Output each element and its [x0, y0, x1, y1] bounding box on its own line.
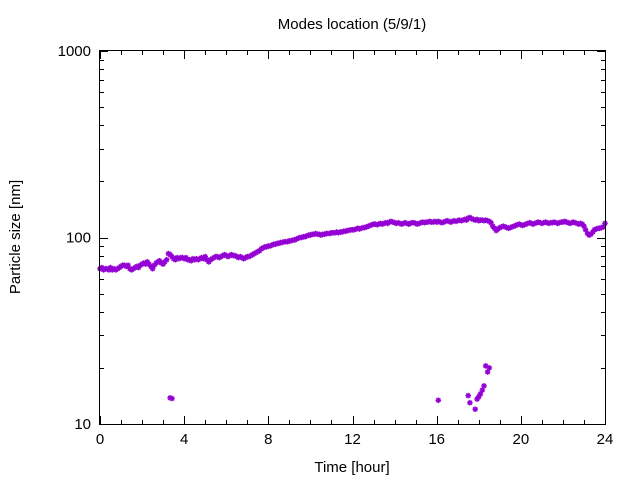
x-tick-label: 12	[344, 431, 361, 448]
y-tick-label: 100	[66, 230, 91, 247]
data-point	[434, 396, 442, 404]
x-tick-label: 0	[96, 431, 104, 448]
chart-title: Modes location (5/9/1)	[278, 16, 426, 33]
data-point	[163, 256, 171, 264]
data-point	[471, 405, 479, 413]
plot-frame	[99, 50, 606, 425]
x-tick-label: 20	[512, 431, 529, 448]
data-point	[168, 395, 176, 402]
axis-ticks	[100, 51, 606, 425]
y-tick-label: 10	[74, 416, 91, 433]
y-tick-label: 1000	[58, 43, 91, 60]
y-axis-label: Particle size [nm]	[7, 180, 24, 294]
x-tick-label: 8	[264, 431, 272, 448]
data-point	[485, 364, 493, 372]
axis-tick-labels: 0 4 8 12 16 20 24 10 100 1000	[58, 43, 614, 448]
data-point	[464, 392, 472, 400]
x-tick-label: 24	[597, 431, 614, 448]
data-points	[96, 213, 609, 413]
x-axis-label: Time [hour]	[314, 459, 389, 476]
data-point	[466, 399, 474, 407]
x-tick-label: 4	[180, 431, 188, 448]
x-tick-label: 16	[428, 431, 445, 448]
data-point	[480, 382, 488, 390]
